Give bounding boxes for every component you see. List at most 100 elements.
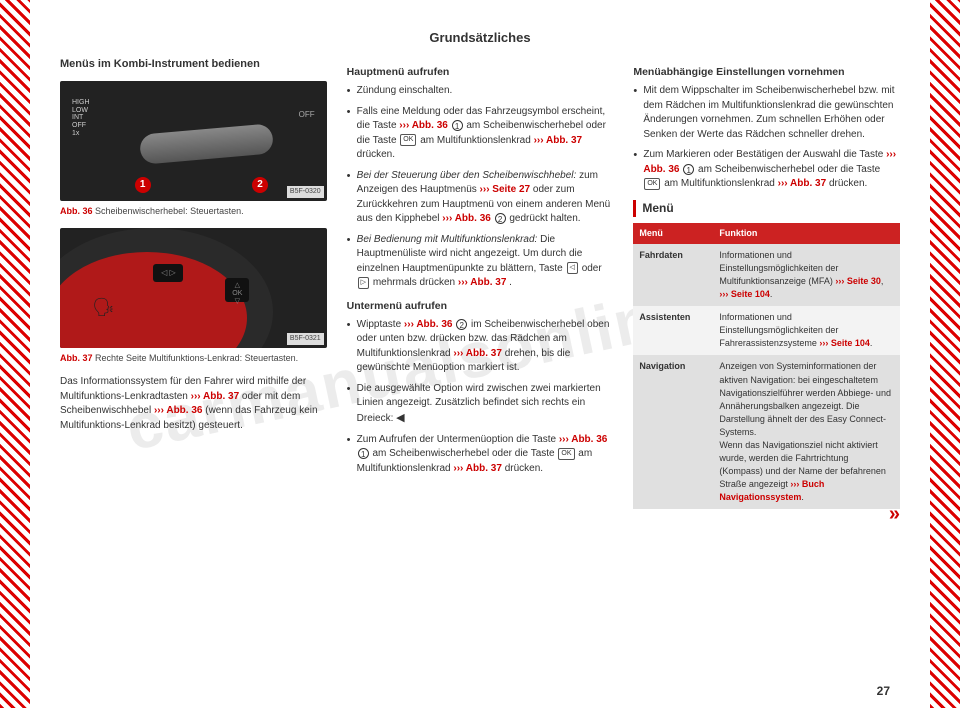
figure-code-36: B5F-0320 bbox=[287, 186, 324, 198]
th-menu: Menü bbox=[633, 223, 713, 244]
stalk-labels: HIGH LOW INT OFF 1x bbox=[72, 99, 90, 137]
c3-b2a: Zum Markieren oder Bestätigen der Auswah… bbox=[643, 149, 886, 160]
caption-37: Abb. 37 Rechte Seite Multifunktions-Lenk… bbox=[60, 352, 327, 365]
column-3: Menüabhängige Einstellungen vornehmen Mi… bbox=[633, 57, 900, 665]
menu-name-cell: Assistenten bbox=[633, 306, 713, 355]
callout-2: 2 bbox=[252, 177, 268, 193]
menu-desc-cell: Informationen und Einstellungsmöglichkei… bbox=[713, 306, 900, 355]
c2-b3circ: 2 bbox=[495, 213, 506, 224]
c3-b2ref2: ››› Abb. 37 bbox=[778, 178, 827, 189]
c2-b2key: OK bbox=[400, 134, 416, 146]
c2-s1ref: ››› Abb. 36 bbox=[404, 319, 453, 330]
c2-b4key1: ◁ bbox=[567, 262, 578, 274]
fignum-36: Abb. 36 bbox=[60, 206, 93, 216]
table-row: NavigationAnzeigen von Systeminformation… bbox=[633, 355, 900, 509]
c2-b4d: mehrmals drücken bbox=[373, 277, 458, 288]
caption-36-text: Scheibenwischerhebel: Steuertasten. bbox=[95, 206, 244, 216]
c2-s3key: OK bbox=[558, 448, 574, 460]
caption-37-text: Rechte Seite Multifunktions-Lenkrad: Ste… bbox=[95, 353, 298, 363]
ref-abb36-a: ››› Abb. 36 bbox=[154, 405, 203, 416]
c2-s2a: Die ausgewählte Option wird zwischen zwe… bbox=[357, 383, 601, 424]
c2-s3d: drücken. bbox=[505, 463, 543, 474]
c2-b3d: gedrückt halten. bbox=[509, 213, 580, 224]
c2-b4: Bei Bedienung mit Multifunktionslenkrad:… bbox=[347, 233, 614, 291]
col1-heading: Menüs im Kombi-Instrument bedienen bbox=[60, 57, 327, 73]
c2-s2: Die ausgewählte Option wird zwischen zwe… bbox=[347, 382, 614, 427]
c2-s3ref: ››› Abb. 36 bbox=[559, 434, 608, 445]
c3-b2c: am Multifunktionslenkrad bbox=[664, 178, 777, 189]
triangle-icon: ◀ bbox=[396, 412, 404, 424]
col2-h2: Untermenü aufrufen bbox=[347, 299, 614, 314]
c3-b2: Zum Markieren oder Bestätigen der Auswah… bbox=[633, 148, 900, 192]
c2-b4ref: ››› Abb. 37 bbox=[458, 277, 507, 288]
c2-b2d: drücken. bbox=[357, 149, 395, 160]
menu-desc-cell: Anzeigen von Systeminformationen der akt… bbox=[713, 355, 900, 509]
callout-1: 1 bbox=[135, 177, 151, 193]
c2-s3ref2: ››› Abb. 37 bbox=[453, 463, 502, 474]
page-number: 27 bbox=[877, 684, 890, 698]
c3-b2key: OK bbox=[644, 178, 660, 190]
menu-desc-cell: Informationen und Einstellungsmöglichkei… bbox=[713, 244, 900, 306]
c2-s1a: Wipptaste bbox=[357, 319, 404, 330]
c2-b4c: oder bbox=[582, 263, 602, 274]
content-area: Grundsätzliches Menüs im Kombi-Instrumen… bbox=[60, 30, 900, 678]
c2-s3a: Zum Aufrufen der Untermenüoption die Tas… bbox=[357, 434, 559, 445]
table-row: AssistentenInformationen und Einstellung… bbox=[633, 306, 900, 355]
wheel-arrow-buttons: ◁ ▷ bbox=[153, 264, 183, 282]
binding-hatch-left bbox=[0, 0, 30, 708]
c2-b2ref2: ››› Abb. 37 bbox=[534, 135, 583, 146]
c2-b2: Falls eine Meldung oder das Fahrzeugsymb… bbox=[347, 105, 614, 163]
c2-s3b: am Scheibenwischerhebel oder die Taste bbox=[372, 448, 557, 459]
binding-hatch-right bbox=[930, 0, 960, 708]
col3-list: Mit dem Wippschalter im Scheibenwischerh… bbox=[633, 84, 900, 192]
c2-b3ref2: ››› Abb. 36 bbox=[442, 213, 491, 224]
table-row: FahrdatenInformationen und Einstellungsm… bbox=[633, 244, 900, 306]
c2-b4key2: ▷ bbox=[358, 277, 369, 289]
col2-list1: Zündung einschalten. Falls eine Meldung … bbox=[347, 84, 614, 291]
c2-b4em: Bei Bedienung mit Multifunktionslenkrad: bbox=[357, 234, 538, 245]
figure-36: HIGH LOW INT OFF 1x OFF 1 2 B5F-0320 bbox=[60, 81, 327, 201]
c2-s1ref2: ››› Abb. 37 bbox=[453, 348, 502, 359]
c3-b2b: am Scheibenwischerhebel oder die Taste bbox=[698, 164, 880, 175]
c2-b2circ1: 1 bbox=[452, 120, 463, 131]
col3-h1: Menüabhängige Einstellungen vornehmen bbox=[633, 65, 900, 80]
col1-para: Das Informationssystem für den Fahrer wi… bbox=[60, 375, 327, 433]
c2-s1circ: 2 bbox=[456, 319, 467, 330]
stalk-off-label: OFF bbox=[299, 109, 315, 121]
menu-table: Menü Funktion FahrdatenInformationen und… bbox=[633, 223, 900, 509]
page-container: carmanualsonline.info Grundsätzliches Me… bbox=[0, 0, 960, 708]
page-title: Grundsätzliches bbox=[60, 30, 900, 45]
figure-37: 🗣 ◁ ▷ △ OK ▽ B5F-0321 bbox=[60, 228, 327, 348]
col2-list2: Wipptaste ››› Abb. 36 2 im Scheibenwisch… bbox=[347, 318, 614, 476]
c2-s3circ: 1 bbox=[358, 448, 369, 459]
c2-b3em: Bei der Steuerung über den Scheibenwisch… bbox=[357, 170, 577, 181]
fignum-37: Abb. 37 bbox=[60, 353, 93, 363]
c3-b2d: drücken. bbox=[829, 178, 867, 189]
voice-icon: 🗣 bbox=[92, 294, 115, 320]
ref-abb37-a: ››› Abb. 37 bbox=[191, 391, 240, 402]
menu-name-cell: Fahrdaten bbox=[633, 244, 713, 306]
menu-section-title: Menü bbox=[633, 200, 900, 217]
columns: Menüs im Kombi-Instrument bedienen HIGH … bbox=[60, 57, 900, 665]
c2-s1: Wipptaste ››› Abb. 36 2 im Scheibenwisch… bbox=[347, 318, 614, 376]
col2-h1: Hauptmenü aufrufen bbox=[347, 65, 614, 80]
c2-b1: Zündung einschalten. bbox=[347, 84, 614, 99]
c2-b2c: am Multifunktionslenkrad bbox=[420, 135, 533, 146]
menu-name-cell: Navigation bbox=[633, 355, 713, 509]
c3-b2circ: 1 bbox=[683, 164, 694, 175]
c2-s3: Zum Aufrufen der Untermenüoption die Tas… bbox=[347, 433, 614, 477]
c2-b2ref1: ››› Abb. 36 bbox=[399, 120, 448, 131]
c2-b4e: . bbox=[509, 277, 512, 288]
c3-b1-text: Mit dem Wippschalter im Scheibenwischerh… bbox=[643, 85, 894, 140]
column-1: Menüs im Kombi-Instrument bedienen HIGH … bbox=[60, 57, 327, 665]
th-function: Funktion bbox=[713, 223, 900, 244]
continue-icon: » bbox=[889, 509, 900, 519]
c2-b3: Bei der Steuerung über den Scheibenwisch… bbox=[347, 169, 614, 227]
wheel-ok-button: △ OK ▽ bbox=[225, 278, 249, 302]
c2-b3ref: ››› Seite 27 bbox=[480, 184, 531, 195]
column-2: Hauptmenü aufrufen Zündung einschalten. … bbox=[347, 57, 614, 665]
c2-b1-text: Zündung einschalten. bbox=[357, 85, 453, 96]
c3-b1: Mit dem Wippschalter im Scheibenwischerh… bbox=[633, 84, 900, 142]
figure-code-37: B5F-0321 bbox=[287, 333, 324, 345]
caption-36: Abb. 36 Scheibenwischerhebel: Steuertast… bbox=[60, 205, 327, 218]
